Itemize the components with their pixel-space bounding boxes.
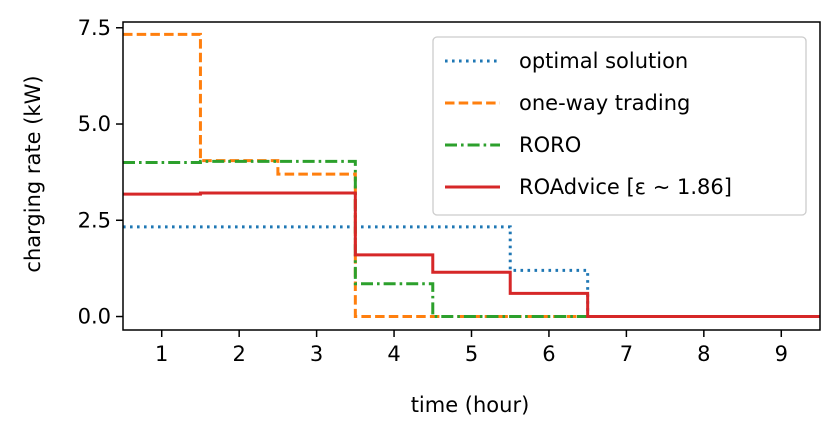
- legend-label: one-way trading: [519, 91, 690, 115]
- legend-label: RORO: [519, 133, 581, 157]
- axes-layer: 1 2 3 4 5 6 7 8 9 0.0 2.5 5.0 7.5: [78, 16, 821, 366]
- y-tick-label: 2.5: [78, 208, 111, 232]
- x-tick-label: 5: [465, 342, 478, 366]
- legend: optimal solution one-way trading RORO ROAdv…: [432, 36, 807, 216]
- x-tick-label: 3: [310, 342, 323, 366]
- series-line-3: [123, 191, 820, 319]
- legend-label: ROAdvice [ε ∼ 1.86]: [519, 175, 732, 199]
- series-layer: [123, 32, 820, 319]
- x-tick-label: 6: [542, 342, 555, 366]
- y-tick-label: 5.0: [78, 112, 111, 136]
- x-tick-label: 7: [620, 342, 633, 366]
- y-axis-label: charging rate (kW): [21, 75, 45, 272]
- y-tick-label: 7.5: [78, 16, 111, 40]
- x-tick-label: 8: [697, 342, 710, 366]
- x-tick-label: 1: [155, 342, 168, 366]
- x-tick-label: 4: [387, 342, 400, 366]
- legend-label: optimal solution: [519, 49, 688, 73]
- y-tick-label: 0.0: [78, 305, 111, 329]
- series-line-2: [123, 159, 820, 319]
- x-tick-label: 9: [775, 342, 788, 366]
- x-axis-label: time (hour): [411, 393, 530, 417]
- x-tick-label: 2: [232, 342, 245, 366]
- legend-box: [432, 36, 807, 216]
